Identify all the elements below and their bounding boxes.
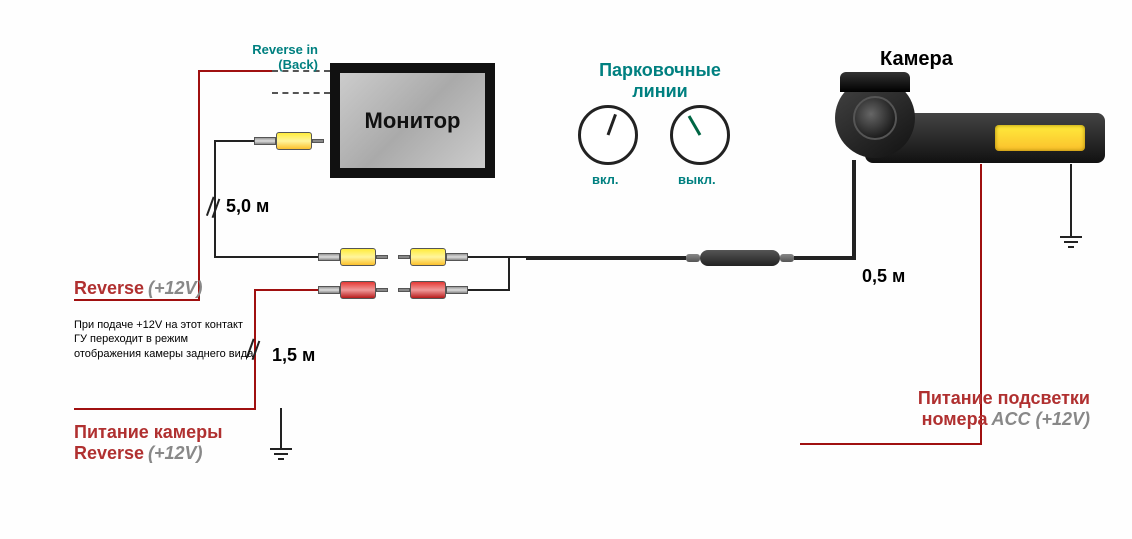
monitor-label: Монитор xyxy=(365,108,461,134)
rca-body xyxy=(410,281,446,299)
plate-power2-suffix: ACC (+12V) xyxy=(991,409,1090,429)
parking-dial-on xyxy=(578,105,638,165)
wire-merge-red xyxy=(468,289,508,291)
rca-yellow-female xyxy=(398,248,468,266)
rca-tip xyxy=(446,286,468,294)
wire-plate-ground-v xyxy=(1070,164,1072,228)
wire-camera-power-h xyxy=(74,408,256,410)
note-line1: При подаче +12V на этот контакт xyxy=(74,318,294,332)
wire-to-rca-yellow xyxy=(214,256,318,258)
plate-power2-text: номера xyxy=(922,409,988,429)
wire-to-camera-v xyxy=(852,160,856,260)
rca-body xyxy=(410,248,446,266)
ground-camera xyxy=(266,438,296,462)
reverse-in-text: Reverse in xyxy=(252,42,318,57)
wire-merge-vert xyxy=(508,256,510,291)
wire-plate-power-h xyxy=(800,443,982,445)
rca-pin xyxy=(398,255,410,259)
reverse-12v-label: Reverse (+12V) xyxy=(74,278,202,299)
camera-power-label: Питание камеры Reverse (+12V) xyxy=(74,422,223,464)
dial-off-pointer xyxy=(688,115,702,136)
rca-pin xyxy=(312,139,324,143)
dial-on-label: вкл. xyxy=(592,172,619,187)
wire-to-rca-red xyxy=(254,289,318,291)
rca-tip xyxy=(318,286,340,294)
reverse-12v-suffix: (+12V) xyxy=(148,278,203,298)
note-line3: отображения камеры заднего вида xyxy=(74,347,294,361)
dial-on-pointer xyxy=(607,114,617,136)
length-0-5m: 0,5 м xyxy=(862,266,905,287)
rca-body xyxy=(276,132,312,150)
wire-main-cable-2 xyxy=(794,256,854,260)
parking-lines-label: Парковочные линии xyxy=(580,60,740,102)
plate-power-label: Питание подсветки номера ACC (+12V) xyxy=(800,388,1090,430)
monitor: Монитор xyxy=(330,63,495,178)
rca-pin xyxy=(376,255,388,259)
wire-monitor-rca-h xyxy=(214,140,254,142)
length-5m: 5,0 м xyxy=(226,196,269,217)
parking-text2: линии xyxy=(632,81,688,101)
rca-pin xyxy=(398,288,410,292)
parking-dial-off xyxy=(670,105,730,165)
camera-power2-text: Reverse xyxy=(74,443,144,463)
wire-merge-yellow xyxy=(468,256,528,258)
wire-camera-ground-v xyxy=(280,408,282,440)
cable-break-5m xyxy=(206,197,224,220)
wire-main-cable-1 xyxy=(526,256,686,260)
wire-reverse-in-vert xyxy=(198,70,200,300)
reverse-in-label: Reverse in (Back) xyxy=(238,42,318,72)
parking-text1: Парковочные xyxy=(599,60,721,80)
rca-tip xyxy=(254,137,276,145)
reverse-in-dashed2 xyxy=(272,92,330,94)
back-text: (Back) xyxy=(278,57,318,72)
camera-body xyxy=(835,78,915,158)
dial-off-label: выкл. xyxy=(678,172,716,187)
reverse-text: Reverse xyxy=(74,278,144,298)
note-line2: ГУ переходит в режим xyxy=(74,332,294,346)
rca-body xyxy=(340,281,376,299)
rca-yellow-male xyxy=(318,248,388,266)
wire-reverse-in-top xyxy=(198,70,272,72)
rca-red-female xyxy=(398,281,468,299)
camera-lens xyxy=(853,96,897,140)
inline-connector xyxy=(700,250,780,266)
wire-reverse-in-horiz xyxy=(74,299,200,301)
rca-tip xyxy=(318,253,340,261)
plate-power1-text: Питание подсветки xyxy=(800,388,1090,409)
rca-body xyxy=(340,248,376,266)
reverse-note: При подаче +12V на этот контакт ГУ перех… xyxy=(74,318,294,361)
camera-power-text: Питание камеры xyxy=(74,422,223,443)
ground-plate xyxy=(1056,226,1086,250)
camera-label: Камера xyxy=(880,48,953,71)
camera-power2-suffix: (+12V) xyxy=(148,443,203,463)
camera-hood xyxy=(840,72,910,92)
rca-monitor-yellow xyxy=(254,132,324,150)
rca-pin xyxy=(376,288,388,292)
rca-red-male xyxy=(318,281,388,299)
rca-tip xyxy=(446,253,468,261)
